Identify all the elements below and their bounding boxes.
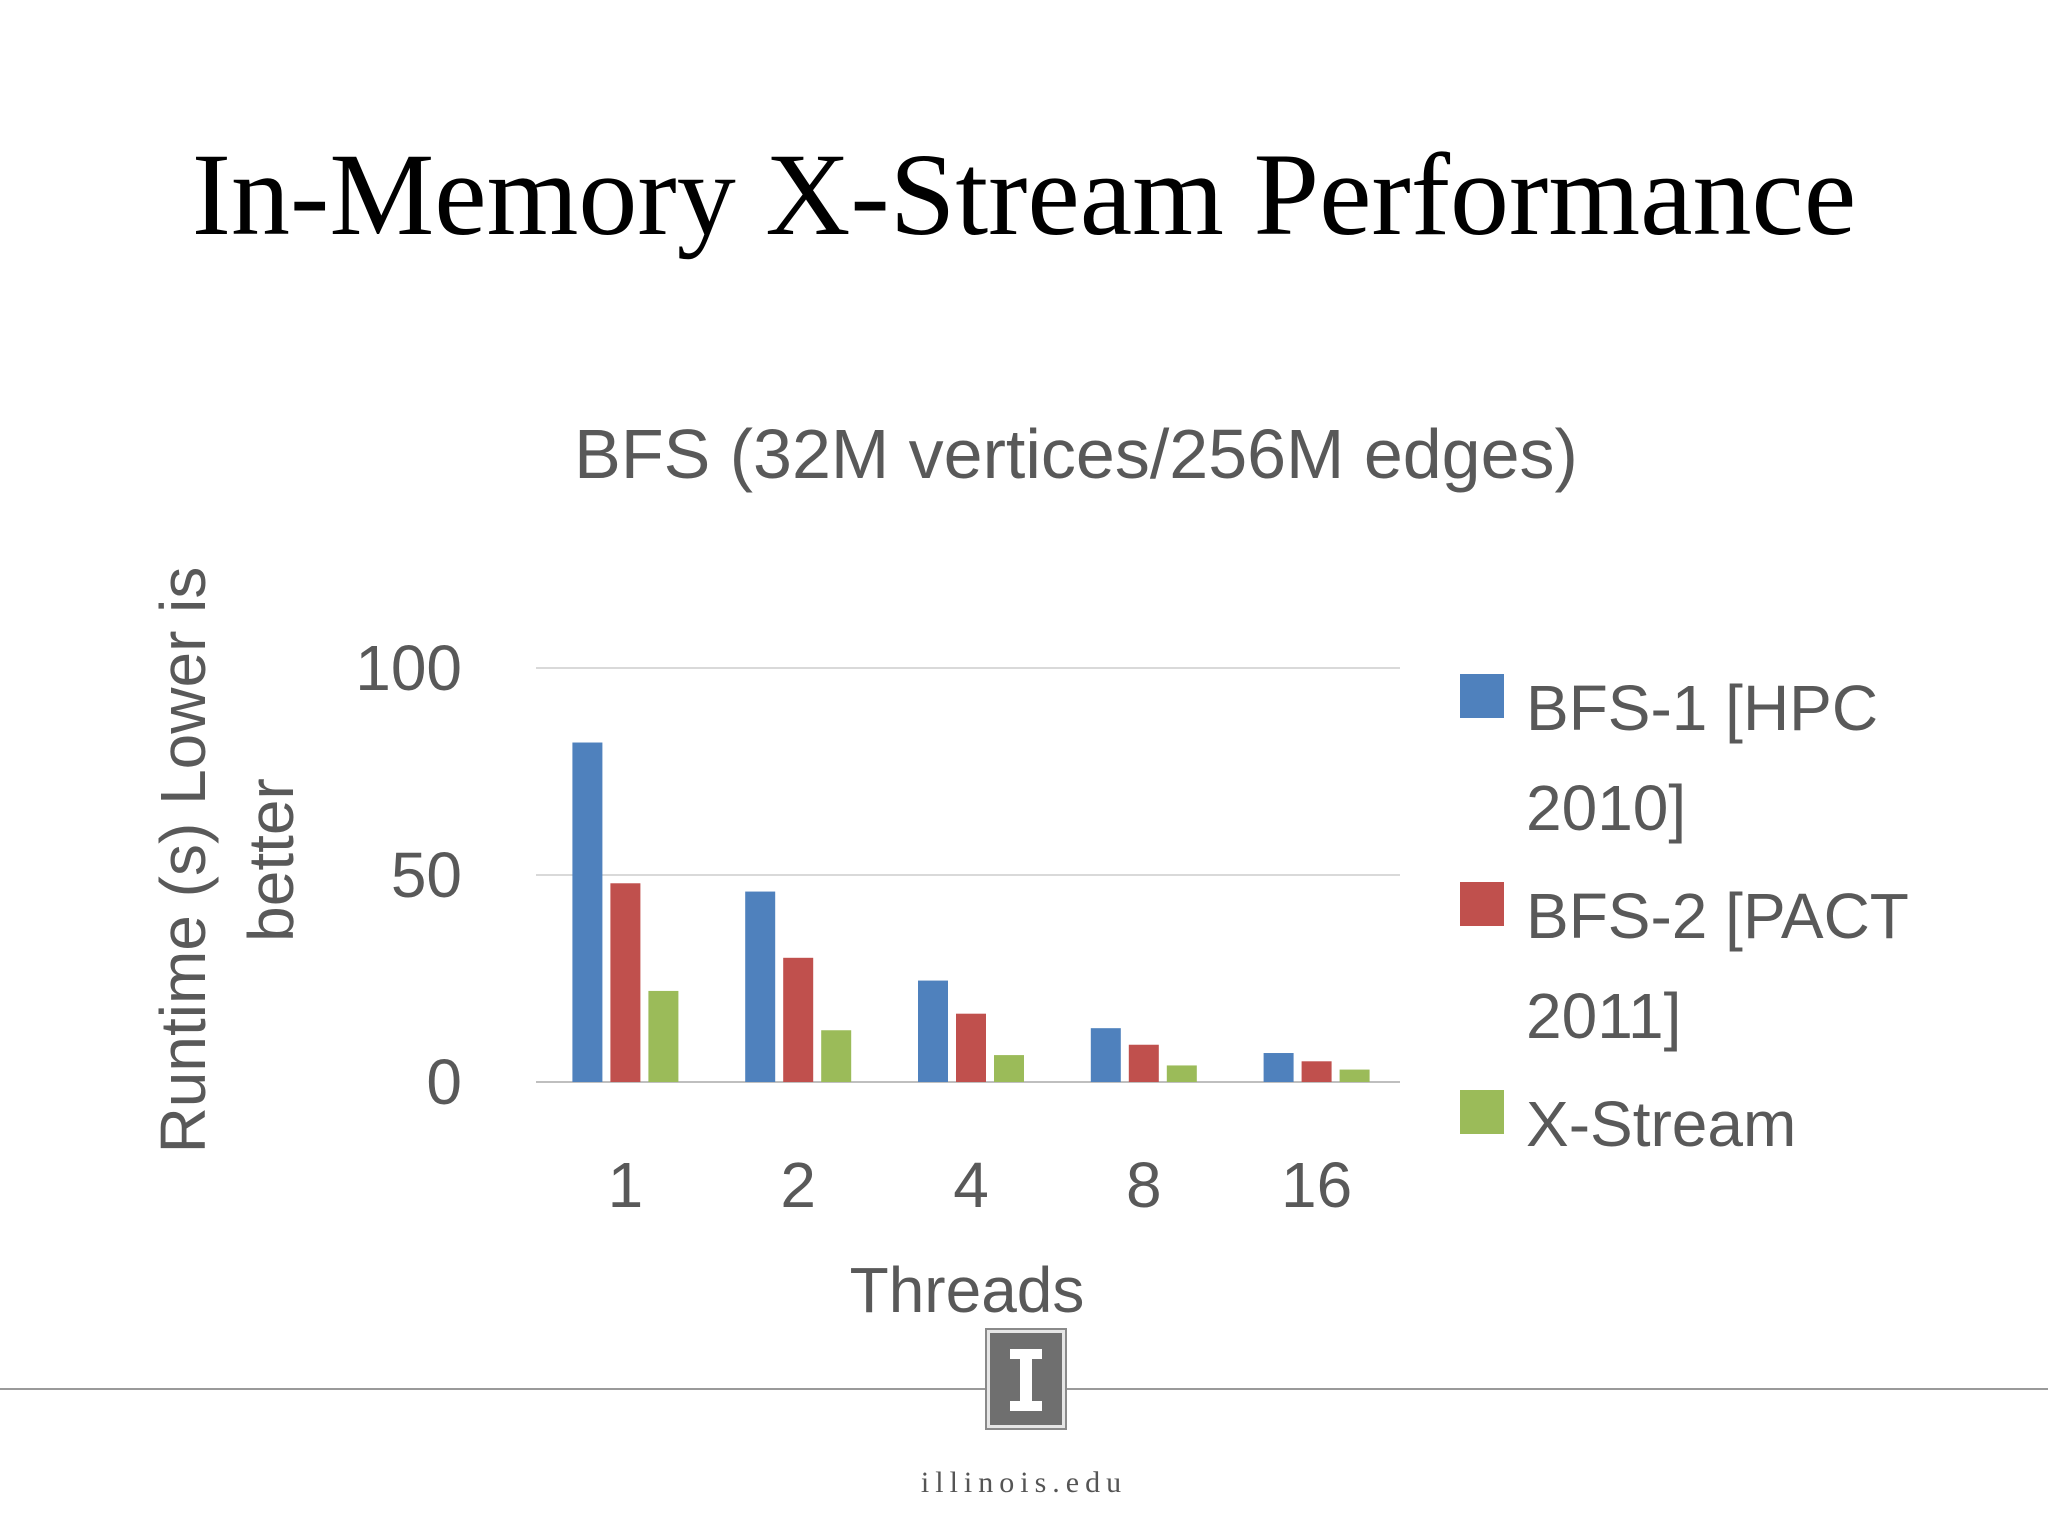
y-tick-label: 100: [355, 632, 462, 704]
bar-bfs-2-2: [783, 957, 814, 1082]
bar-bfs-2-8: [1128, 1044, 1159, 1082]
legend-swatch: [1460, 1090, 1504, 1134]
y-axis-ticks: 0 50 100: [355, 632, 462, 1118]
bar-bfs-1-16: [1263, 1053, 1294, 1082]
x-axis-ticks: 1 2 4 8 16: [608, 1149, 1353, 1221]
legend-swatch: [1460, 674, 1504, 718]
legend-swatch: [1460, 882, 1504, 926]
x-tick-label: 4: [953, 1149, 989, 1221]
slide-title: In-Memory X-Stream Performance: [191, 129, 1857, 260]
bars: [572, 742, 1370, 1082]
x-tick-label: 8: [1126, 1149, 1162, 1221]
legend: BFS-1 [HPC 2010] BFS-2 [PACT 2011] X-Stream: [1460, 672, 1909, 1160]
university-logo: [987, 1330, 1065, 1428]
legend-label: BFS-2 [PACT: [1526, 880, 1909, 952]
x-tick-label: 16: [1281, 1149, 1352, 1221]
bar-bfs-2-1: [610, 883, 641, 1082]
bar-x-stream-8: [1166, 1065, 1197, 1082]
bar-bfs-1-1: [572, 742, 603, 1082]
bar-x-stream-1: [648, 990, 679, 1082]
bar-x-stream-16: [1339, 1069, 1370, 1082]
legend-label: 2011]: [1526, 980, 1681, 1052]
y-tick-label: 50: [391, 839, 462, 911]
bar-bfs-1-2: [745, 891, 776, 1082]
x-tick-label: 1: [608, 1149, 644, 1221]
bar-bfs-2-16: [1301, 1061, 1332, 1082]
y-axis-label-line: better: [235, 778, 307, 942]
y-axis-label: Runtime (s) Lower is better: [147, 567, 307, 1154]
legend-label: BFS-1 [HPC: [1526, 672, 1878, 744]
legend-label: X-Stream: [1526, 1088, 1796, 1160]
legend-label: 2010]: [1526, 772, 1686, 844]
x-tick-label: 2: [780, 1149, 816, 1221]
x-axis-label: Threads: [850, 1254, 1085, 1326]
bar-x-stream-4: [994, 1055, 1024, 1082]
y-tick-label: 0: [426, 1046, 462, 1118]
chart-title: BFS (32M vertices/256M edges): [574, 415, 1578, 493]
bar-bfs-1-4: [918, 980, 948, 1082]
bar-x-stream-2: [821, 1030, 852, 1082]
bar-bfs-1-8: [1090, 1028, 1121, 1082]
bar-bfs-2-4: [956, 1013, 986, 1082]
footer-website: illinois.edu: [920, 1466, 1128, 1499]
y-axis-label-line: Runtime (s) Lower is: [147, 567, 219, 1154]
